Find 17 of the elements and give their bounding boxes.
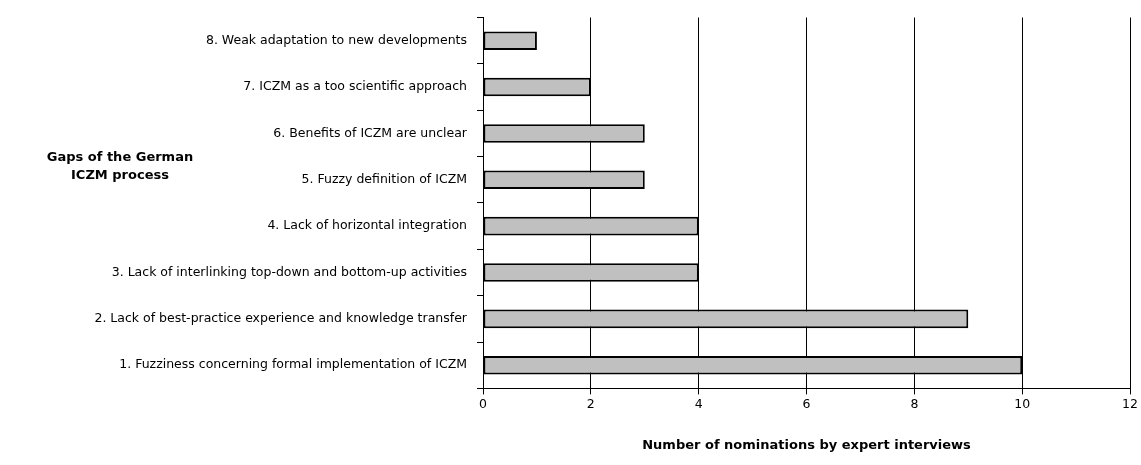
y-tick-label: 6. Benefits of ICZM are unclear	[273, 124, 468, 140]
y-tick-label: 8. Weak adaptation to new developments	[205, 31, 467, 47]
x-tick-label: 4	[694, 396, 703, 412]
y-tick-label: 4. Lack of horizontal integration	[267, 217, 467, 233]
x-axis-title: Number of nominations by expert interviews	[642, 436, 972, 452]
y-tick-label: 2. Lack of best-practice experience and knowledge transfer	[94, 310, 468, 326]
y-tick-label: 3. Lack of interlinking top-down and bottom-up activities	[111, 263, 467, 279]
x-tick-label: 2	[586, 396, 595, 412]
x-tick-label: 12	[1122, 396, 1138, 412]
x-tick-label: 0	[479, 396, 488, 412]
x-tick-label: 6	[802, 396, 811, 412]
y-tick-label: 5. Fuzzy definition of ICZM	[301, 171, 467, 187]
x-tick-label: 10	[1014, 396, 1031, 412]
y-axis-title: Gaps of the German ICZM process	[45, 148, 195, 184]
x-tick-label: 8	[910, 396, 919, 412]
y-tick-label: 1. Fuzziness concerning formal implementation of ICZM	[119, 356, 467, 372]
y-tick-label: 7. ICZM as a too scientific approach	[243, 78, 467, 94]
